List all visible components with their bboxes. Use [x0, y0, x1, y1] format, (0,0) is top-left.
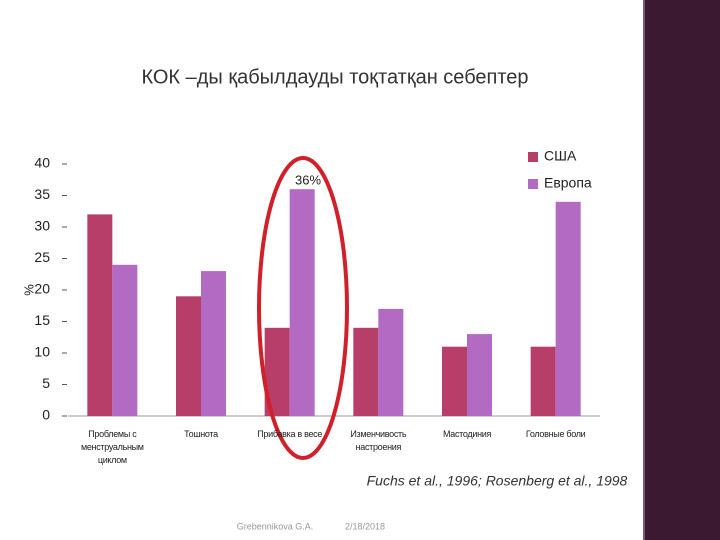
y-tick-label: 15	[34, 312, 50, 328]
bar	[176, 296, 201, 416]
bar	[353, 327, 379, 416]
x-tick-label: Изменчивость настроения	[350, 429, 407, 452]
highlight-ellipse	[257, 156, 349, 460]
legend-label: Европа	[544, 175, 592, 191]
x-tick-label: Тошнота	[184, 429, 218, 439]
side-strip	[643, 0, 720, 540]
legend-label: США	[544, 148, 577, 164]
bar	[87, 214, 113, 416]
x-tick-label: Прибавка в весе	[257, 429, 323, 439]
bar	[201, 271, 226, 416]
bar	[378, 308, 404, 416]
legend-swatch	[528, 152, 538, 162]
footer-author: Grebennikova G.A.	[237, 521, 314, 531]
footer-date: 2/18/2018	[345, 521, 385, 531]
y-tick-label: 20	[34, 281, 50, 297]
legend-swatch	[528, 179, 538, 189]
y-tick-label: 0	[42, 407, 50, 423]
bar	[112, 264, 138, 416]
y-tick-label: 40	[34, 155, 50, 171]
source: Fuchs et al., 1996; Rosenberg et al., 19…	[367, 473, 628, 489]
y-tick-label: 5	[42, 375, 50, 391]
bar	[467, 334, 492, 416]
y-tick-label: 35	[34, 186, 50, 202]
bar	[442, 346, 467, 416]
x-tick-label: Головные боли	[525, 429, 586, 439]
bar	[289, 189, 315, 416]
bar	[530, 346, 556, 416]
y-axis-label: %	[21, 284, 36, 296]
annotation: 36%	[295, 172, 321, 187]
y-tick-label: 25	[34, 249, 50, 265]
x-tick-label: Проблемы с менструальным циклом	[80, 429, 144, 465]
x-tick-label: Мастодиния	[442, 429, 492, 439]
y-tick-label: 10	[34, 344, 50, 360]
y-tick-label: 30	[34, 218, 50, 234]
bar	[555, 201, 581, 416]
chart-title: КОК –ды қабылдауды тоқтатқан себептер	[141, 66, 528, 88]
